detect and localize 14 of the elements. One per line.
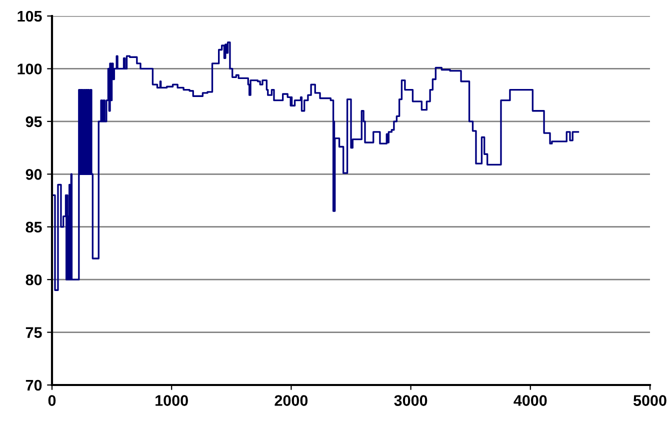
y-tick-label: 85	[26, 222, 42, 233]
y-tick-label: 95	[26, 116, 42, 128]
y-tick-label: 80	[26, 274, 42, 286]
x-tick-label: 0	[48, 395, 56, 406]
y-tick-label: 100	[18, 64, 42, 74]
y-tick-label: 75	[26, 327, 42, 338]
y-tick-label: 70	[26, 380, 42, 391]
x-tick-label: 2000	[274, 395, 308, 406]
x-tick-label: 1000	[156, 395, 188, 406]
x-tick-label: 3000	[394, 395, 428, 406]
x-tick-label: 4000	[514, 395, 547, 406]
x-tick-label: 5000	[633, 395, 666, 406]
y-tick-label: 105	[18, 10, 42, 22]
y-tick-label: 90	[26, 169, 42, 180]
